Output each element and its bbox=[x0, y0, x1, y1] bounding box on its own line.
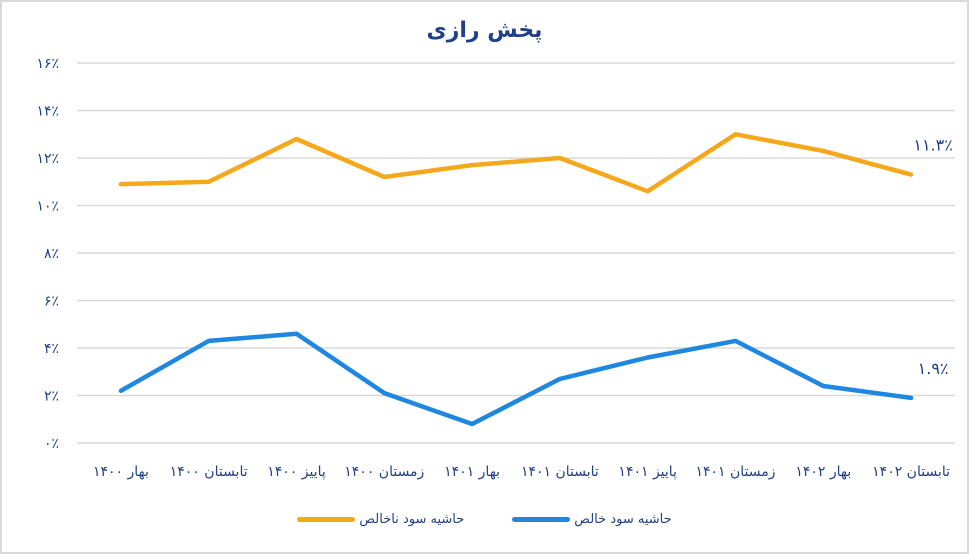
y-tick-label: ۱۰٪ bbox=[36, 199, 59, 215]
series-line-1 bbox=[118, 331, 914, 427]
legend-swatch-icon bbox=[297, 517, 356, 522]
x-tick-label: زمستان ۱۴۰۱ bbox=[695, 464, 775, 480]
y-tick-label: ۲٪ bbox=[44, 389, 59, 405]
x-tick-label: پاییز ۱۴۰۱ bbox=[618, 464, 677, 480]
legend-item: حاشیه سود خالص bbox=[512, 512, 672, 527]
y-tick-label: ۱۲٪ bbox=[36, 151, 59, 167]
x-tick-label: تابستان ۱۴۰۱ bbox=[521, 464, 599, 480]
y-tick-label: ۰٪ bbox=[44, 436, 59, 452]
x-tick-label: زمستان ۱۴۰۰ bbox=[344, 464, 424, 480]
legend: حاشیه سود خالص حاشیه سود ناخالص bbox=[2, 512, 967, 527]
y-tick-label: ۴٪ bbox=[44, 341, 59, 357]
data-label: ۱۱.۳٪ bbox=[913, 136, 952, 155]
legend-item: حاشیه سود ناخالص bbox=[297, 512, 464, 527]
series-line-0 bbox=[118, 132, 914, 194]
legend-swatch-icon bbox=[512, 517, 571, 522]
chart-title: پخش رازی bbox=[426, 18, 543, 43]
data-label: ۱.۹٪ bbox=[918, 359, 949, 378]
y-tick-label: ۱۴٪ bbox=[36, 104, 59, 120]
y-tick-label: ۸٪ bbox=[44, 246, 59, 262]
x-tick-label: تابستان ۱۴۰۰ bbox=[170, 464, 248, 480]
x-tick-label: پاییز ۱۴۰۰ bbox=[267, 464, 326, 480]
legend-label: حاشیه سود ناخالص bbox=[359, 512, 465, 527]
y-tick-label: ۱۶٪ bbox=[36, 56, 59, 72]
x-tick-label: بهار ۱۴۰۱ bbox=[444, 464, 500, 480]
legend-label: حاشیه سود خالص bbox=[574, 512, 672, 527]
x-tick-label: تابستان ۱۴۰۲ bbox=[872, 464, 950, 480]
x-tick-label: بهار ۱۴۰۰ bbox=[93, 464, 149, 480]
y-tick-label: ۶٪ bbox=[44, 294, 59, 310]
x-tick-label: بهار ۱۴۰۲ bbox=[795, 464, 851, 480]
